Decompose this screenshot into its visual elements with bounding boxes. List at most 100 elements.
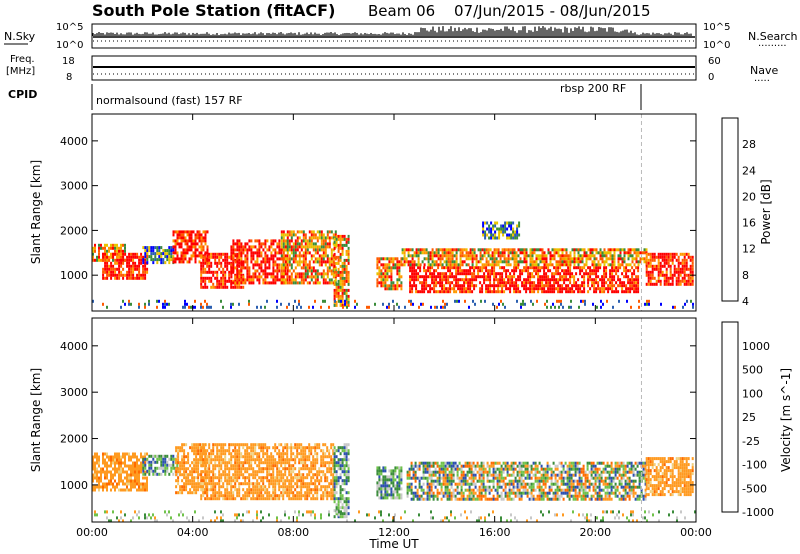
data-cell — [417, 263, 420, 267]
data-cell — [339, 243, 342, 247]
data-cell — [120, 255, 122, 259]
data-cell — [258, 272, 261, 276]
data-cell — [222, 285, 225, 289]
data-cell — [635, 278, 638, 282]
data-cell — [270, 254, 273, 258]
data-cell — [665, 279, 668, 283]
data-cell — [218, 261, 221, 265]
data-cell — [254, 272, 257, 276]
data-cell — [280, 263, 283, 267]
data-cell — [549, 257, 552, 261]
data-cell — [98, 243, 100, 247]
data-cell — [513, 266, 516, 270]
data-cell — [341, 249, 344, 253]
data-cell — [525, 278, 528, 282]
data-cell — [455, 266, 458, 270]
data-cell — [154, 258, 157, 262]
data-cell — [280, 479, 283, 483]
data-cell — [322, 278, 325, 282]
data-cell — [623, 257, 626, 261]
data-cell — [148, 460, 151, 464]
data-cell — [208, 479, 211, 483]
data-cell — [463, 287, 466, 291]
data-cell — [100, 258, 102, 262]
data-cell — [310, 242, 313, 246]
data-cell — [601, 257, 604, 261]
data-cell — [110, 473, 112, 477]
data-cell — [182, 230, 185, 234]
data-cell — [691, 258, 694, 262]
data-cell — [206, 245, 209, 249]
data-cell — [134, 476, 136, 480]
data-cell — [631, 254, 634, 258]
data-cell — [645, 273, 648, 277]
data-cell — [202, 305, 204, 309]
data-cell — [298, 236, 301, 240]
data-cell — [138, 276, 141, 280]
data-cell — [421, 260, 424, 264]
data-cell — [579, 272, 582, 276]
data-cell — [561, 248, 564, 252]
data-cell — [232, 266, 235, 270]
data-cell — [515, 260, 518, 264]
data-cell — [260, 449, 263, 453]
data-cell — [288, 257, 291, 261]
data-cell — [525, 269, 528, 273]
data-cell — [206, 488, 209, 492]
data-cell — [191, 491, 194, 495]
data-cell — [330, 254, 333, 258]
data-cell — [306, 248, 309, 252]
data-cell — [175, 446, 178, 450]
data-cell — [212, 470, 215, 474]
data-cell — [573, 290, 576, 294]
data-cell — [593, 260, 596, 264]
data-cell — [503, 266, 506, 270]
data-cell — [477, 275, 480, 279]
data-cell — [266, 266, 269, 270]
data-cell — [193, 488, 196, 492]
data-cell — [380, 272, 383, 276]
data-cell — [202, 279, 205, 283]
data-cell — [202, 285, 205, 289]
data-cell — [509, 284, 512, 288]
data-cell — [577, 266, 580, 270]
data-cell — [177, 470, 180, 474]
data-cell — [290, 482, 293, 486]
data-cell — [236, 245, 239, 249]
data-cell — [216, 497, 219, 501]
data-cell — [637, 284, 640, 288]
data-cell — [583, 284, 586, 288]
data-cell — [130, 458, 132, 462]
data-cell — [288, 230, 291, 234]
data-cell — [326, 275, 329, 279]
data-cell — [691, 264, 694, 268]
data-cell — [216, 476, 219, 480]
data-cell — [441, 281, 444, 285]
data-cell — [605, 251, 608, 255]
data-cell — [347, 276, 350, 280]
data-cell — [280, 443, 283, 447]
data-cell — [250, 260, 253, 264]
data-cell — [214, 443, 217, 447]
data-cell — [224, 279, 227, 283]
data-cell — [130, 476, 132, 480]
data-cell — [557, 248, 560, 252]
data-cell — [631, 275, 634, 279]
data-cell — [567, 269, 570, 273]
data-cell — [232, 251, 235, 255]
data-cell — [541, 257, 544, 261]
data-cell — [220, 443, 223, 447]
data-cell — [473, 254, 476, 258]
data-cell — [185, 476, 188, 480]
nsearch-dots: ········· — [758, 41, 787, 52]
data-cell — [553, 266, 556, 270]
data-cell — [533, 251, 536, 255]
data-cell — [415, 269, 418, 273]
data-cell — [218, 458, 221, 462]
data-cell — [555, 287, 558, 291]
data-cell — [294, 257, 297, 261]
data-cell — [625, 272, 628, 276]
data-cell — [509, 272, 512, 276]
data-cell — [294, 476, 297, 480]
data-cell — [102, 246, 104, 250]
